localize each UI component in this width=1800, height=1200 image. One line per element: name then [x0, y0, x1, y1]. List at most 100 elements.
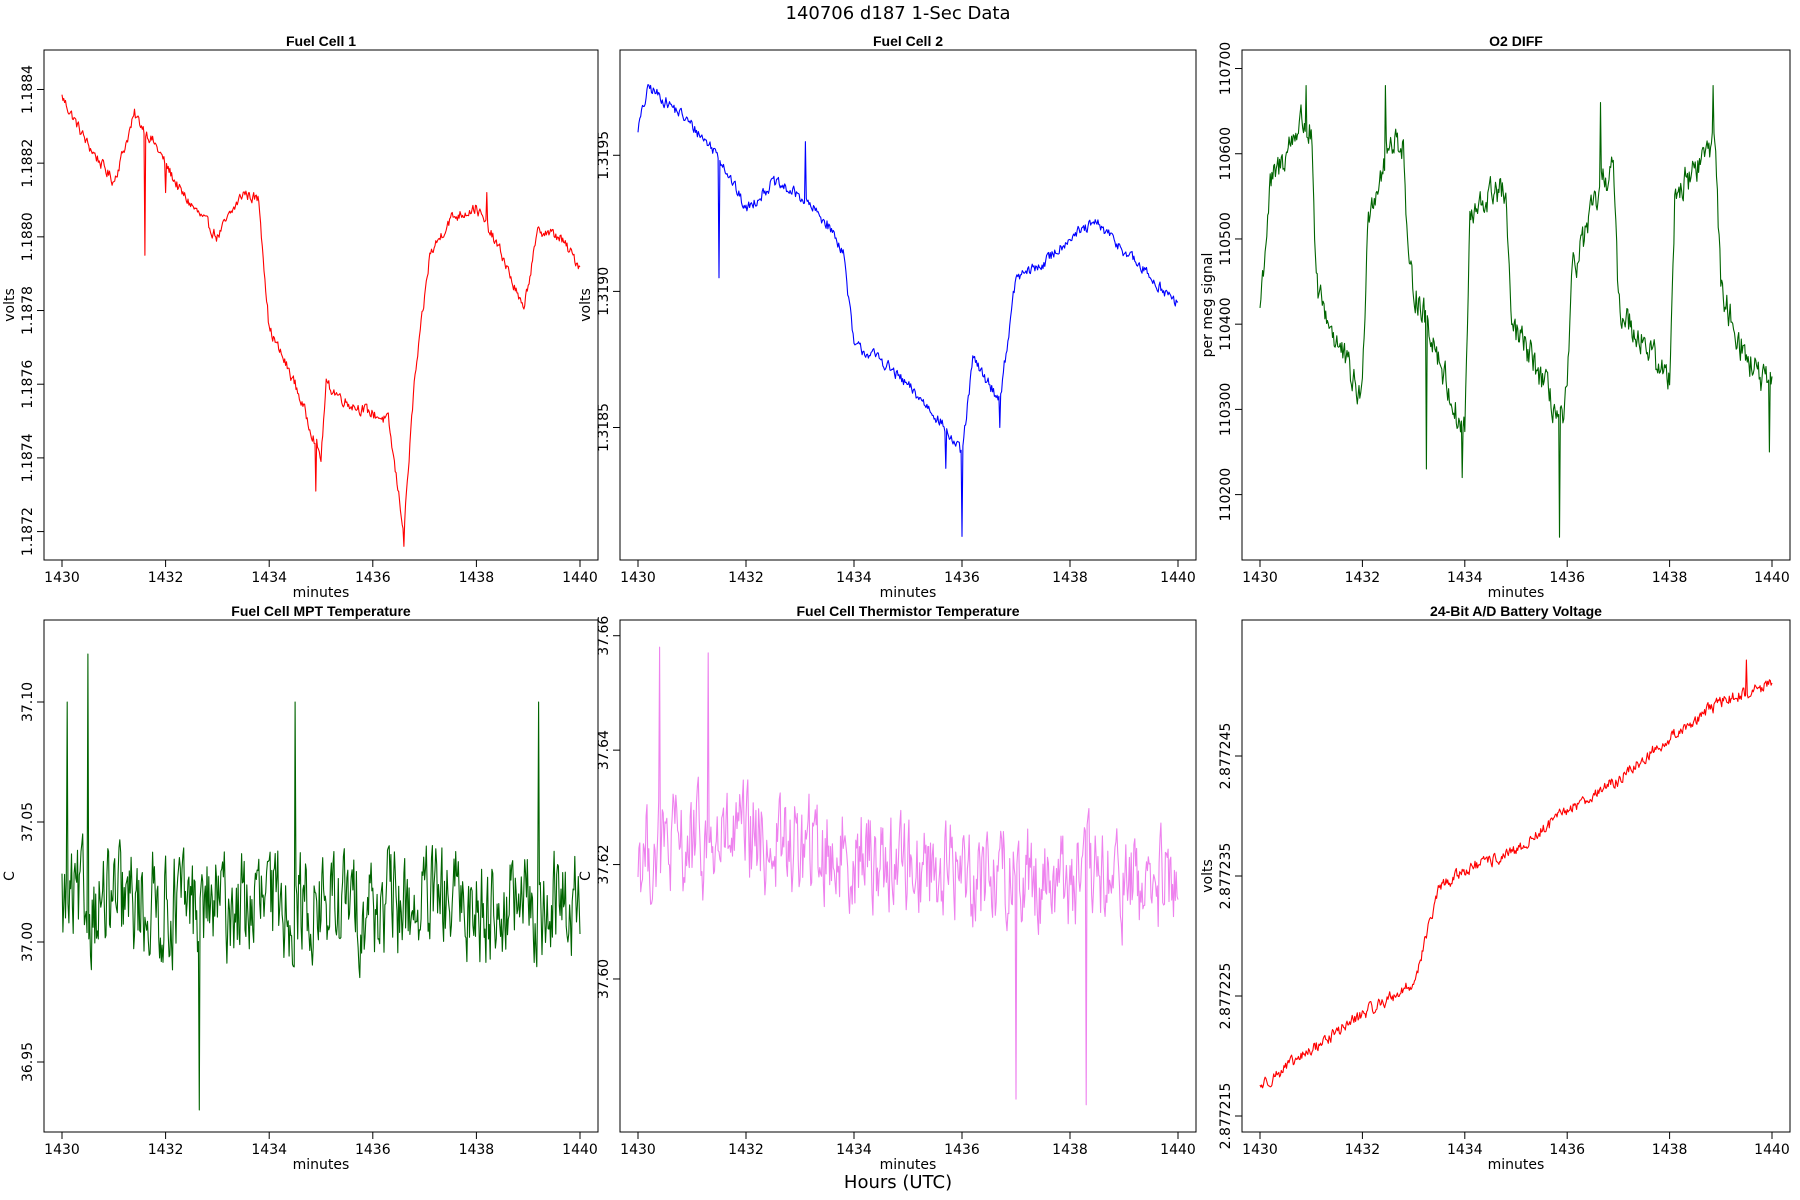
x-axis-label: minutes: [1488, 585, 1545, 601]
x-tick-label: 1432: [728, 570, 764, 586]
y-tick-label: 2.877215: [1218, 1083, 1234, 1150]
x-tick-label: 1434: [1447, 570, 1483, 586]
y-axis-label: volts: [578, 288, 594, 322]
x-tick-label: 1436: [944, 570, 980, 586]
x-tick-label: 1436: [355, 570, 391, 586]
data-series-line: [1259, 659, 1773, 1089]
x-tick-label: 1430: [620, 570, 656, 586]
y-tick-label: 36.95: [20, 1042, 36, 1082]
x-tick-label: 1440: [1754, 570, 1790, 586]
y-tick-label: 1.1874: [20, 433, 36, 482]
x-tick-label: 1436: [1549, 570, 1585, 586]
plot-frame: [619, 49, 1197, 561]
hours-utc-label: Hours (UTC): [844, 1172, 952, 1193]
chart-panel-4: Fuel Cell MPT Temperature 1430 1432 1434 143…: [2, 603, 599, 1173]
chart-panels: Fuel Cell 1 1430 1432 1434 1436 1438 1440 minut…: [2, 33, 1791, 1173]
y-tick-label: 1.3185: [596, 403, 612, 452]
x-tick-label: 1432: [728, 1142, 764, 1158]
x-tick-label: 1430: [1242, 1142, 1278, 1158]
plot-frame: [43, 49, 599, 561]
x-tick-label: 1432: [148, 570, 184, 586]
chart-panel-5: Fuel Cell Thermistor Temperature 1430 1432…: [578, 603, 1197, 1173]
x-tick-label: 1430: [44, 570, 80, 586]
x-tick-label: 1438: [1652, 570, 1688, 586]
y-tick-label: 110600: [1218, 127, 1234, 180]
x-axis-label: minutes: [880, 1157, 937, 1173]
x-tick-label: 1434: [836, 570, 872, 586]
plot-frame: [1241, 49, 1791, 561]
panel-title: Fuel Cell Thermistor Temperature: [796, 603, 1019, 619]
data-series-line: [61, 653, 581, 1111]
data-series-line: [637, 84, 1179, 537]
x-axis-label: minutes: [293, 585, 350, 601]
y-tick-label: 2.877235: [1218, 843, 1234, 910]
y-tick-label: 2.877245: [1218, 723, 1234, 790]
x-tick-label: 1440: [1160, 570, 1196, 586]
plot-frame: [1241, 619, 1791, 1133]
x-tick-label: 1436: [944, 1142, 980, 1158]
x-axis-label: minutes: [293, 1157, 350, 1173]
panel-title: Fuel Cell MPT Temperature: [231, 603, 411, 619]
chart-panel-6: 24-Bit A/D Battery Voltage 1430 1432 1434 14…: [1200, 603, 1791, 1173]
chart-panel-3: O2 DIFF 1430 1432 1434 1436 1438 1440 minutes 11…: [1200, 33, 1791, 601]
data-series-line: [61, 94, 581, 547]
y-tick-label: 1.1882: [20, 139, 36, 188]
y-tick-label: 110400: [1218, 297, 1234, 350]
x-tick-label: 1436: [1549, 1142, 1585, 1158]
x-tick-label: 1440: [562, 570, 598, 586]
chart-panel-1: Fuel Cell 1 1430 1432 1434 1436 1438 1440 minut…: [2, 33, 599, 601]
y-tick-label: 37.00: [20, 922, 36, 962]
y-tick-label: 37.10: [20, 682, 36, 722]
y-tick-label: 37.05: [20, 802, 36, 842]
y-tick-label: 1.3195: [596, 131, 612, 180]
x-tick-label: 1438: [459, 1142, 495, 1158]
panel-title: 24-Bit A/D Battery Voltage: [1430, 603, 1602, 619]
x-tick-label: 1440: [1754, 1142, 1790, 1158]
plot-frame: [43, 619, 599, 1133]
y-tick-label: 110300: [1218, 383, 1234, 436]
data-series-line: [1259, 85, 1773, 538]
y-axis-label: volts: [2, 288, 18, 322]
y-tick-label: 37.60: [596, 959, 612, 999]
y-tick-label: 1.3190: [596, 267, 612, 316]
x-tick-label: 1438: [459, 570, 495, 586]
x-tick-label: 1430: [620, 1142, 656, 1158]
x-tick-label: 1438: [1052, 570, 1088, 586]
figure-title: 140706 d187 1-Sec Data: [786, 3, 1011, 24]
panel-title: O2 DIFF: [1489, 33, 1543, 49]
y-tick-label: 110200: [1218, 468, 1234, 521]
y-tick-label: 110700: [1218, 42, 1234, 95]
y-tick-label: 110500: [1218, 212, 1234, 265]
x-tick-label: 1438: [1652, 1142, 1688, 1158]
x-axis-label: minutes: [1488, 1157, 1545, 1173]
x-tick-label: 1430: [44, 1142, 80, 1158]
x-tick-label: 1436: [355, 1142, 391, 1158]
y-tick-label: 1.1884: [20, 65, 36, 114]
x-tick-label: 1430: [1242, 570, 1278, 586]
y-tick-label: 37.62: [596, 845, 612, 885]
x-axis-label: minutes: [880, 585, 937, 601]
y-tick-label: 37.66: [596, 616, 612, 656]
x-tick-label: 1434: [251, 1142, 287, 1158]
data-series-line: [637, 646, 1179, 1106]
y-tick-label: 1.1878: [20, 286, 36, 335]
y-axis-label: per meg signal: [1200, 253, 1216, 358]
x-tick-label: 1434: [1447, 1142, 1483, 1158]
x-tick-label: 1438: [1052, 1142, 1088, 1158]
panel-title: Fuel Cell 2: [873, 33, 943, 49]
x-tick-label: 1440: [562, 1142, 598, 1158]
y-tick-label: 1.1876: [20, 360, 36, 409]
y-axis-label: C: [578, 871, 594, 881]
panel-title: Fuel Cell 1: [286, 33, 356, 49]
y-tick-label: 37.64: [596, 730, 612, 770]
y-tick-label: 1.1872: [20, 507, 36, 556]
x-tick-label: 1434: [251, 570, 287, 586]
x-tick-label: 1440: [1160, 1142, 1196, 1158]
x-tick-label: 1432: [1345, 570, 1381, 586]
x-tick-label: 1432: [1345, 1142, 1381, 1158]
y-tick-label: 1.1880: [20, 212, 36, 261]
y-axis-label: C: [2, 871, 18, 881]
x-tick-label: 1434: [836, 1142, 872, 1158]
x-tick-label: 1432: [148, 1142, 184, 1158]
